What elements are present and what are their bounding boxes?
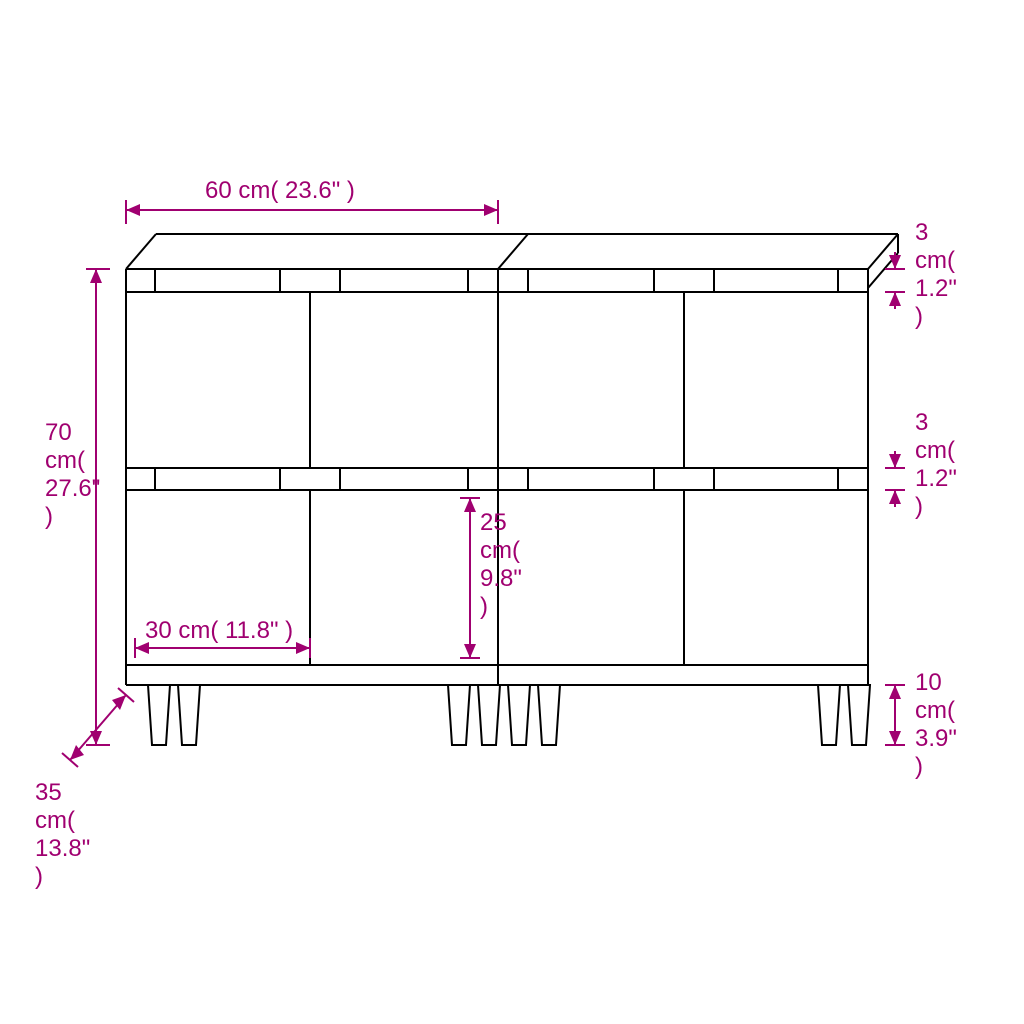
label-height-left-in2: ) xyxy=(45,503,53,530)
dim-width-top: 60 cm( 23.6" ) xyxy=(126,177,498,224)
label-height-left-cm2: cm( xyxy=(45,447,85,474)
dim-depth: 35 cm( 13.8" ) xyxy=(35,688,134,890)
label-gap-top-in: 1.2" xyxy=(915,275,957,302)
label-leg-cm2: cm( xyxy=(915,697,955,724)
dim-leg-height: 10 cm( 3.9" ) xyxy=(885,669,957,780)
label-inner-height-cm2: cm( xyxy=(480,537,520,564)
dim-inner-height: 25 cm( 9.8" ) xyxy=(460,498,522,658)
label-depth-in: 13.8" xyxy=(35,835,90,862)
dim-inner-width: 30 cm( 11.8" ) xyxy=(135,617,310,658)
label-gap-top-in2: ) xyxy=(915,303,923,330)
label-gap-mid-cm: 3 xyxy=(915,409,928,436)
label-leg-in: 3.9" xyxy=(915,725,957,752)
label-height-left-cm: 70 xyxy=(45,419,72,446)
dim-height-left: 70 cm( 27.6" ) xyxy=(45,269,110,745)
label-width-top: 60 cm( 23.6" ) xyxy=(205,177,355,204)
label-inner-height-in2: ) xyxy=(480,593,488,620)
label-gap-mid-in2: ) xyxy=(915,493,923,520)
diagram-canvas: 60 cm( 23.6" ) 70 cm( 27.6" ) 35 cm( 13.… xyxy=(0,0,1024,1024)
label-gap-top-cm2: cm( xyxy=(915,247,955,274)
label-depth-in2: ) xyxy=(35,863,43,890)
label-gap-mid-in: 1.2" xyxy=(915,465,957,492)
label-leg-cm: 10 xyxy=(915,669,942,696)
label-leg-in2: ) xyxy=(915,753,923,780)
dim-gap-mid: 3 cm( 1.2" ) xyxy=(885,409,957,520)
label-gap-top-cm: 3 xyxy=(915,219,928,246)
label-inner-height-cm: 25 xyxy=(480,509,507,536)
label-depth-cm2: cm( xyxy=(35,807,75,834)
label-inner-width: 30 cm( 11.8" ) xyxy=(145,617,293,644)
label-depth-cm: 35 xyxy=(35,779,62,806)
label-gap-mid-cm2: cm( xyxy=(915,437,955,464)
label-height-left-in: 27.6" xyxy=(45,475,100,502)
label-inner-height-in: 9.8" xyxy=(480,565,522,592)
